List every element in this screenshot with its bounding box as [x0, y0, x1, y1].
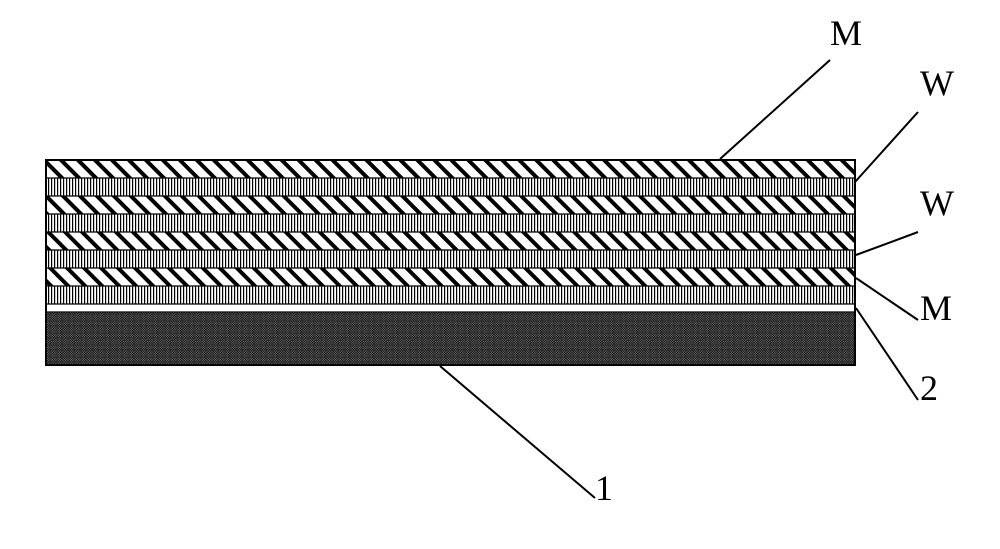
- layer-8-white: [46, 304, 855, 312]
- layer-9-dense: [46, 312, 855, 365]
- layer-1-vstripe: [46, 178, 855, 196]
- label-W-2: W: [920, 183, 954, 223]
- layer-7-vstripe: [46, 286, 855, 304]
- leader-line-5: [440, 366, 595, 498]
- layer-2-hatch: [46, 196, 855, 214]
- label-W-1: W: [920, 63, 954, 103]
- leader-line-1: [855, 112, 918, 182]
- label-M-0: M: [830, 13, 862, 53]
- label-M-3: M: [920, 288, 952, 328]
- layer-diagram-svg: M W W M 2 1: [0, 0, 1000, 549]
- layer-0-hatch: [46, 160, 855, 178]
- leader-line-2: [856, 232, 918, 255]
- label-1-5: 1: [595, 468, 613, 508]
- layer-3-vstripe: [46, 214, 855, 232]
- leader-line-3: [856, 278, 918, 320]
- diagram-canvas: M W W M 2 1: [0, 0, 1000, 549]
- leader-line-4: [856, 308, 918, 400]
- leader-line-0: [720, 60, 830, 159]
- layer-4-hatch: [46, 232, 855, 250]
- layer-6-hatch: [46, 268, 855, 286]
- label-2-4: 2: [920, 368, 938, 408]
- layer-5-vstripe: [46, 250, 855, 268]
